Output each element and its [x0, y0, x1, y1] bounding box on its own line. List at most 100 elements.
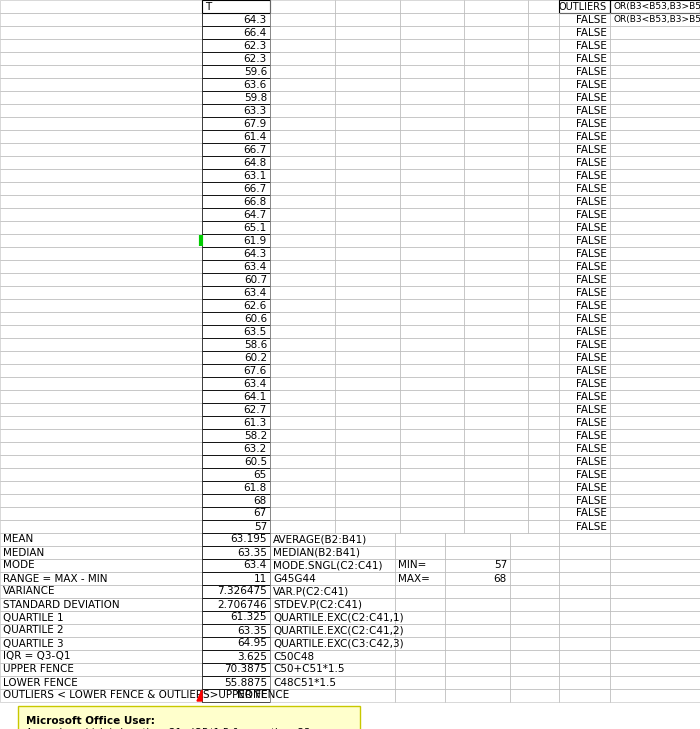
- Text: FALSE: FALSE: [576, 66, 607, 77]
- Bar: [464, 325, 528, 338]
- Bar: [610, 26, 700, 39]
- Bar: [335, 325, 400, 338]
- Bar: [528, 26, 559, 39]
- Bar: [610, 0, 700, 13]
- Bar: [202, 364, 270, 377]
- Bar: [335, 13, 400, 26]
- Bar: [610, 182, 700, 195]
- Bar: [445, 637, 510, 650]
- Bar: [400, 273, 464, 286]
- Bar: [400, 338, 464, 351]
- Bar: [202, 351, 270, 364]
- Bar: [335, 169, 400, 182]
- Bar: [559, 624, 610, 637]
- Text: FALSE: FALSE: [576, 365, 607, 375]
- Bar: [270, 0, 335, 13]
- Bar: [464, 494, 528, 507]
- Bar: [610, 130, 700, 143]
- Bar: [528, 390, 559, 403]
- Bar: [270, 468, 335, 481]
- Bar: [400, 403, 464, 416]
- Text: FALSE: FALSE: [576, 496, 607, 505]
- Bar: [400, 507, 464, 520]
- Bar: [610, 689, 700, 702]
- Bar: [400, 390, 464, 403]
- Bar: [464, 26, 528, 39]
- Bar: [0, 403, 202, 416]
- Bar: [335, 429, 400, 442]
- Text: 63.4: 63.4: [244, 378, 267, 389]
- Text: MEAN: MEAN: [3, 534, 34, 545]
- Bar: [528, 481, 559, 494]
- Text: Any value which is less than Q1 - IQR*1.5 & more than Q3+: Any value which is less than Q1 - IQR*1.…: [26, 728, 318, 729]
- Bar: [0, 650, 202, 663]
- Bar: [559, 442, 610, 455]
- Bar: [0, 273, 202, 286]
- Bar: [559, 364, 610, 377]
- Bar: [400, 13, 464, 26]
- Bar: [202, 442, 270, 455]
- Text: FALSE: FALSE: [576, 119, 607, 128]
- Bar: [335, 338, 400, 351]
- Bar: [270, 390, 335, 403]
- Bar: [445, 533, 510, 546]
- Bar: [559, 429, 610, 442]
- Bar: [270, 377, 335, 390]
- Polygon shape: [197, 690, 202, 701]
- Bar: [270, 364, 335, 377]
- Bar: [335, 234, 400, 247]
- Bar: [335, 195, 400, 208]
- Bar: [270, 637, 395, 650]
- Bar: [528, 494, 559, 507]
- Bar: [335, 286, 400, 299]
- Text: FALSE: FALSE: [576, 405, 607, 415]
- Bar: [202, 260, 270, 273]
- Text: FALSE: FALSE: [576, 327, 607, 337]
- Text: FALSE: FALSE: [576, 131, 607, 141]
- Bar: [559, 325, 610, 338]
- Text: FALSE: FALSE: [576, 391, 607, 402]
- Text: 63.35: 63.35: [237, 547, 267, 558]
- Text: QUARTILE.EXC(C3:C42,3): QUARTILE.EXC(C3:C42,3): [273, 639, 404, 649]
- Bar: [0, 143, 202, 156]
- Bar: [395, 611, 445, 624]
- Text: OR(B3<B53,B3>B52): OR(B3<B53,B3>B52): [613, 15, 700, 24]
- Bar: [610, 624, 700, 637]
- Text: MAX=: MAX=: [398, 574, 430, 583]
- Text: QUARTILE 2: QUARTILE 2: [3, 625, 64, 636]
- Bar: [559, 663, 610, 676]
- Bar: [464, 156, 528, 169]
- Bar: [510, 611, 559, 624]
- Bar: [559, 494, 610, 507]
- Bar: [400, 91, 464, 104]
- Bar: [0, 234, 202, 247]
- Text: 64.3: 64.3: [244, 249, 267, 259]
- Bar: [395, 663, 445, 676]
- Bar: [202, 325, 270, 338]
- Bar: [202, 234, 270, 247]
- Bar: [270, 520, 335, 533]
- Bar: [559, 455, 610, 468]
- Text: Microsoft Office User:: Microsoft Office User:: [26, 716, 155, 726]
- Text: 63.195: 63.195: [230, 534, 267, 545]
- Bar: [0, 598, 202, 611]
- Text: MEDIAN: MEDIAN: [3, 547, 44, 558]
- Text: 3.625: 3.625: [237, 652, 267, 661]
- Bar: [610, 13, 700, 26]
- Text: UPPER FENCE: UPPER FENCE: [3, 665, 74, 674]
- Text: QUARTILE 3: QUARTILE 3: [3, 639, 64, 649]
- Bar: [0, 364, 202, 377]
- Text: 64.3: 64.3: [244, 15, 267, 25]
- Bar: [202, 182, 270, 195]
- Bar: [395, 637, 445, 650]
- Bar: [610, 39, 700, 52]
- Bar: [559, 286, 610, 299]
- Bar: [559, 52, 610, 65]
- Bar: [528, 143, 559, 156]
- Bar: [400, 234, 464, 247]
- Bar: [270, 559, 395, 572]
- Text: IQR = Q3-Q1: IQR = Q3-Q1: [3, 652, 71, 661]
- Bar: [0, 26, 202, 39]
- Bar: [335, 91, 400, 104]
- Bar: [559, 26, 610, 39]
